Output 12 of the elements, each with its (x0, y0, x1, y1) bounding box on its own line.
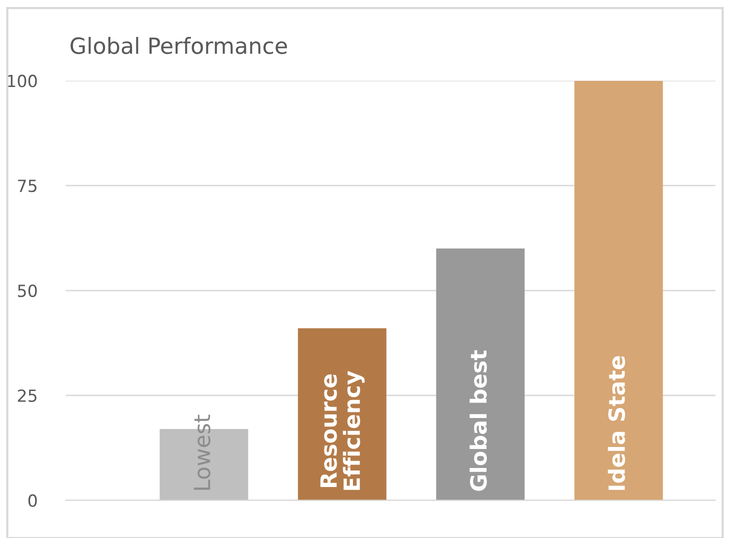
x-tick-label: Global best (470, 350, 487, 491)
x-tick-label: Lowest (194, 414, 210, 490)
bar (574, 80, 663, 500)
x-tick-label: Resource Efficiency (320, 370, 365, 490)
y-tick-label: 100 (8, 74, 37, 88)
chart-title: Global Performance (70, 36, 287, 54)
y-tick-label: 0 (28, 494, 37, 507)
bar (436, 248, 525, 500)
y-tick-label: 50 (18, 284, 37, 298)
x-tick-label: Idela State (608, 356, 626, 490)
y-tick-label: 25 (18, 389, 36, 402)
y-tick-label: 75 (18, 180, 36, 192)
